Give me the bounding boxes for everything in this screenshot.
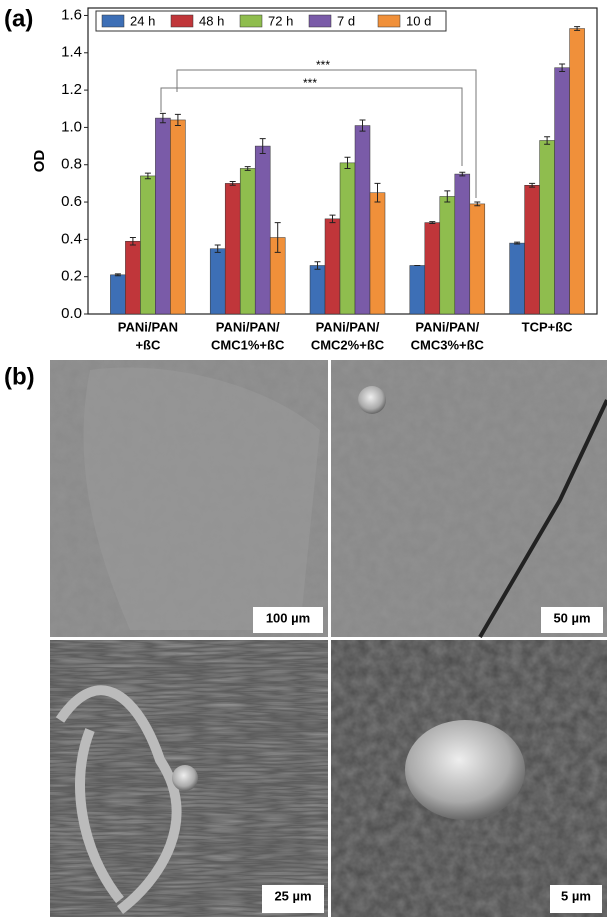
bar: [140, 176, 155, 314]
legend-label: 10 d: [406, 13, 431, 28]
cell: [405, 720, 525, 820]
scale-bar-label: 100 µm: [266, 610, 310, 625]
bar: [210, 249, 225, 314]
bar: [255, 146, 270, 314]
bar: [310, 265, 325, 314]
scale-bar-label: 25 µm: [274, 888, 311, 903]
y-tick-label: 0.4: [61, 230, 82, 247]
sem-images: [50, 360, 607, 917]
bar: [555, 68, 570, 314]
bar: [540, 140, 555, 314]
bar: [425, 223, 440, 314]
significance-label: ***: [316, 58, 330, 72]
significance-bracket: [177, 70, 476, 198]
figure: (a) (b) OD *** *** 100 µm 50 µm 25 µm 5 …: [0, 0, 607, 919]
bar: [225, 183, 240, 314]
legend-swatch: [240, 15, 262, 27]
bar: [110, 275, 125, 314]
y-tick-label: 0.2: [61, 268, 82, 285]
x-tick-label: PANi/PAN/: [216, 319, 280, 334]
legend-swatch: [378, 15, 400, 27]
y-axis-label: OD: [31, 150, 48, 173]
y-tick-label: 0.6: [61, 193, 82, 210]
bar: [170, 120, 185, 314]
panel-label: (b): [4, 363, 35, 390]
bar: [125, 241, 140, 314]
bar: [410, 265, 425, 314]
cell: [358, 386, 386, 414]
bar: [155, 118, 170, 314]
scale-bar-label: 50 µm: [553, 610, 590, 625]
bar: [355, 126, 370, 314]
bar: [570, 29, 585, 314]
x-tick-label: PANi/PAN/: [415, 319, 479, 334]
legend-label: 48 h: [199, 13, 224, 28]
legend-swatch: [171, 15, 193, 27]
y-tick-label: 1.6: [61, 6, 82, 23]
bar: [510, 243, 525, 314]
bar: [240, 168, 255, 314]
scale-bar-label: 5 µm: [561, 888, 591, 903]
y-tick-label: 1.4: [61, 44, 82, 61]
bar: [440, 196, 455, 314]
y-tick-label: 0.0: [61, 305, 82, 322]
cell: [172, 765, 198, 791]
y-tick-label: 1.2: [61, 81, 82, 98]
legend-swatch: [102, 15, 124, 27]
y-tick-label: 0.8: [61, 156, 82, 173]
x-tick-label: CMC1%+ßC: [211, 337, 285, 352]
x-tick-label: CMC3%+ßC: [411, 337, 485, 352]
x-tick-label: CMC2%+ßC: [311, 337, 385, 352]
y-tick-label: 1.0: [61, 118, 82, 135]
bar: [325, 219, 340, 314]
bar: [370, 193, 385, 314]
x-tick-label: PANi/PAN: [118, 319, 178, 334]
bar: [470, 204, 485, 314]
page: {"panel_labels": ["(a)", "(b)"], "chart_…: [0, 0, 607, 919]
bar: [525, 185, 540, 314]
x-tick-label: TCP+ßC: [522, 319, 574, 334]
cell-sheet: [84, 368, 320, 631]
legend-label: 24 h: [130, 13, 155, 28]
bar: [340, 163, 355, 314]
x-tick-label: +ßC: [135, 337, 161, 352]
legend-swatch: [309, 15, 331, 27]
significance-bracket: [161, 88, 462, 166]
panel-label: (a): [4, 5, 33, 32]
bar: [455, 174, 470, 314]
x-tick-label: PANi/PAN/: [316, 319, 380, 334]
legend-label: 7 d: [337, 13, 355, 28]
significance-label: ***: [303, 76, 317, 90]
legend-label: 72 h: [268, 13, 293, 28]
